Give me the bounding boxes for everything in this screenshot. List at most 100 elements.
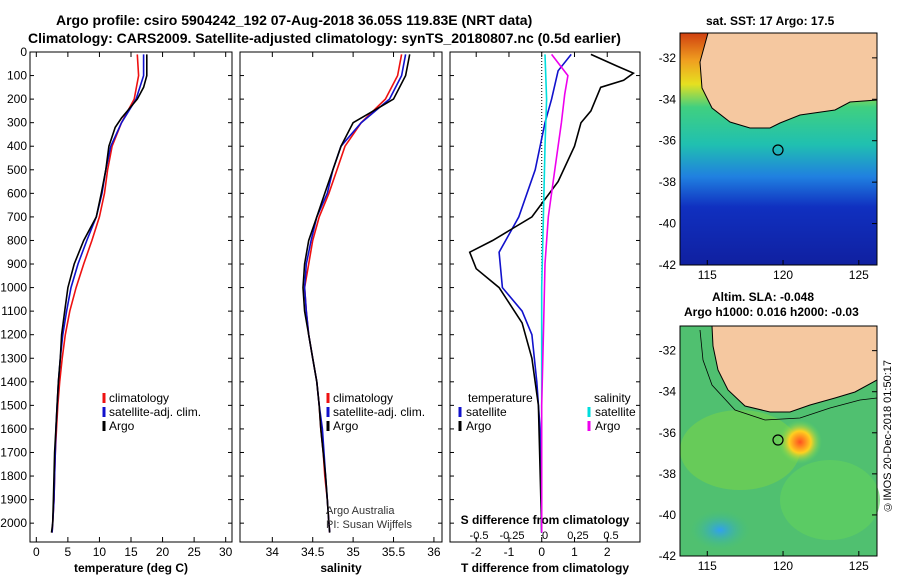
y-tick-label: 800 bbox=[7, 233, 27, 247]
argo-location-marker bbox=[772, 144, 784, 156]
map-x-tick-label: 115 bbox=[698, 268, 717, 282]
legend-label: climatology bbox=[109, 391, 169, 405]
s-difference-label: S difference from climatology bbox=[461, 513, 630, 527]
sst-map-title: sat. SST: 17 Argo: 17.5 bbox=[706, 14, 835, 28]
sla-map-title-2: Argo h1000: 0.016 h2000: -0.03 bbox=[684, 305, 859, 319]
legend-label: Argo bbox=[109, 419, 135, 433]
map-y-tick-label: -42 bbox=[659, 549, 677, 563]
map-y-tick-label: -40 bbox=[659, 508, 677, 522]
legend-title: temperature bbox=[468, 391, 533, 405]
x-tick-label: 34 bbox=[266, 545, 280, 559]
x-tick-label: 20 bbox=[156, 545, 170, 559]
map-y-tick-label: -34 bbox=[659, 385, 677, 399]
map-x-tick-label: 115 bbox=[698, 559, 717, 573]
map-y-tick-label: -38 bbox=[659, 175, 677, 189]
map-x-tick-label: 120 bbox=[773, 559, 793, 573]
s-tick-label: 0.25 bbox=[567, 530, 588, 542]
map-x-tick-label: 125 bbox=[849, 268, 869, 282]
x-tick-label: 34.5 bbox=[301, 545, 325, 559]
legend-label: satellite bbox=[466, 405, 507, 419]
s-tick-label: -0.25 bbox=[499, 530, 524, 542]
x-tick-label: -1 bbox=[504, 545, 515, 559]
difference-panel bbox=[449, 51, 641, 543]
y-tick-label: 200 bbox=[7, 92, 27, 106]
y-tick-label: 1000 bbox=[0, 281, 27, 295]
y-tick-label: 2000 bbox=[0, 516, 27, 530]
y-tick-label: 1600 bbox=[0, 422, 27, 436]
legend-title: salinity bbox=[594, 391, 631, 405]
argo-location-marker bbox=[772, 434, 784, 446]
map-y-tick-label: -36 bbox=[659, 426, 677, 440]
map-x-tick-label: 120 bbox=[773, 268, 793, 282]
x-tick-label: 10 bbox=[93, 545, 107, 559]
x-axis-label: temperature (deg C) bbox=[74, 561, 188, 575]
y-tick-label: 700 bbox=[7, 210, 27, 224]
series-line bbox=[303, 54, 403, 533]
land-region bbox=[699, 32, 878, 129]
legend-label: Argo bbox=[466, 419, 492, 433]
y-tick-label: 1800 bbox=[0, 469, 27, 483]
map-y-tick-label: -42 bbox=[659, 258, 677, 272]
y-tick-label: 900 bbox=[7, 257, 27, 271]
series-line bbox=[51, 54, 145, 533]
pi-note: PI: Susan Wijffels bbox=[326, 519, 412, 531]
x-tick-label: 36 bbox=[427, 545, 441, 559]
y-tick-label: 1400 bbox=[0, 375, 27, 389]
sst-map bbox=[679, 32, 878, 266]
x-tick-label: 30 bbox=[219, 545, 233, 559]
y-tick-label: 1300 bbox=[0, 351, 27, 365]
map-y-tick-label: -34 bbox=[659, 92, 677, 106]
sla-map-title-1: Altim. SLA: -0.048 bbox=[712, 290, 815, 304]
series-line bbox=[498, 53, 572, 533]
legend-label: satellite-adj. clim. bbox=[109, 405, 201, 419]
sla-map bbox=[679, 325, 880, 557]
y-tick-label: 1700 bbox=[0, 445, 27, 459]
y-tick-label: 400 bbox=[7, 139, 27, 153]
y-tick-label: 300 bbox=[7, 116, 27, 130]
y-tick-label: 1200 bbox=[0, 328, 27, 342]
s-tick-label: -0.5 bbox=[470, 530, 489, 542]
depth-contour bbox=[699, 329, 878, 421]
y-tick-label: 1900 bbox=[0, 493, 27, 507]
x-tick-label: 35 bbox=[346, 545, 360, 559]
series-line bbox=[303, 54, 407, 533]
figure-title-line2: Climatology: CARS2009. Satellite-adjuste… bbox=[28, 30, 621, 46]
credit-stamp: ©IMOS 20-Dec-2018 01:50:17 bbox=[882, 360, 894, 513]
temperature-panel bbox=[29, 51, 233, 543]
map-y-tick-label: -38 bbox=[659, 467, 677, 481]
x-axis-label: T difference from climatology bbox=[461, 561, 629, 575]
legend-label: satellite bbox=[595, 405, 636, 419]
s-tick-label: 0.5 bbox=[603, 530, 618, 542]
series-line bbox=[50, 54, 148, 533]
series-line bbox=[540, 53, 569, 533]
map-x-tick-label: 125 bbox=[849, 559, 869, 573]
legend-label: climatology bbox=[333, 391, 393, 405]
legend-label: satellite-adj. clim. bbox=[333, 405, 425, 419]
y-tick-label: 1100 bbox=[1, 304, 27, 318]
x-tick-label: 5 bbox=[65, 545, 72, 559]
legend-label: Argo bbox=[595, 419, 621, 433]
legend-label: Argo bbox=[333, 419, 359, 433]
series-line bbox=[302, 54, 411, 533]
map-y-tick-label: -32 bbox=[659, 344, 677, 358]
y-tick-label: 600 bbox=[7, 186, 27, 200]
y-tick-label: 1500 bbox=[0, 398, 27, 412]
map-y-tick-label: -40 bbox=[659, 217, 677, 231]
x-tick-label: 1 bbox=[571, 545, 578, 559]
series-line bbox=[51, 54, 140, 533]
x-tick-label: 35.5 bbox=[382, 545, 406, 559]
x-tick-label: 25 bbox=[187, 545, 201, 559]
argo-australia-note: Argo Australia bbox=[326, 505, 395, 517]
series-line bbox=[468, 53, 636, 533]
salinity-panel bbox=[239, 51, 443, 543]
y-tick-label: 100 bbox=[7, 69, 27, 83]
x-tick-label: 0 bbox=[33, 545, 40, 559]
figure-title-line1: Argo profile: csiro 5904242_192 07-Aug-2… bbox=[56, 12, 533, 28]
x-tick-label: 0 bbox=[538, 545, 545, 559]
s-tick-label: 0 bbox=[542, 530, 548, 542]
x-tick-label: -2 bbox=[471, 545, 482, 559]
map-y-tick-label: -36 bbox=[659, 134, 677, 148]
y-tick-label: 0 bbox=[20, 45, 27, 59]
x-tick-label: 15 bbox=[124, 545, 138, 559]
